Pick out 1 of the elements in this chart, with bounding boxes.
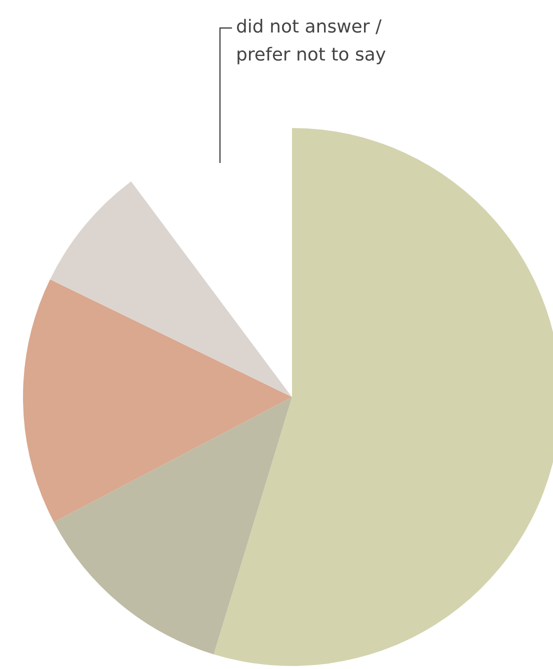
slice-label: did not answer / prefer not to say: [236, 16, 386, 66]
